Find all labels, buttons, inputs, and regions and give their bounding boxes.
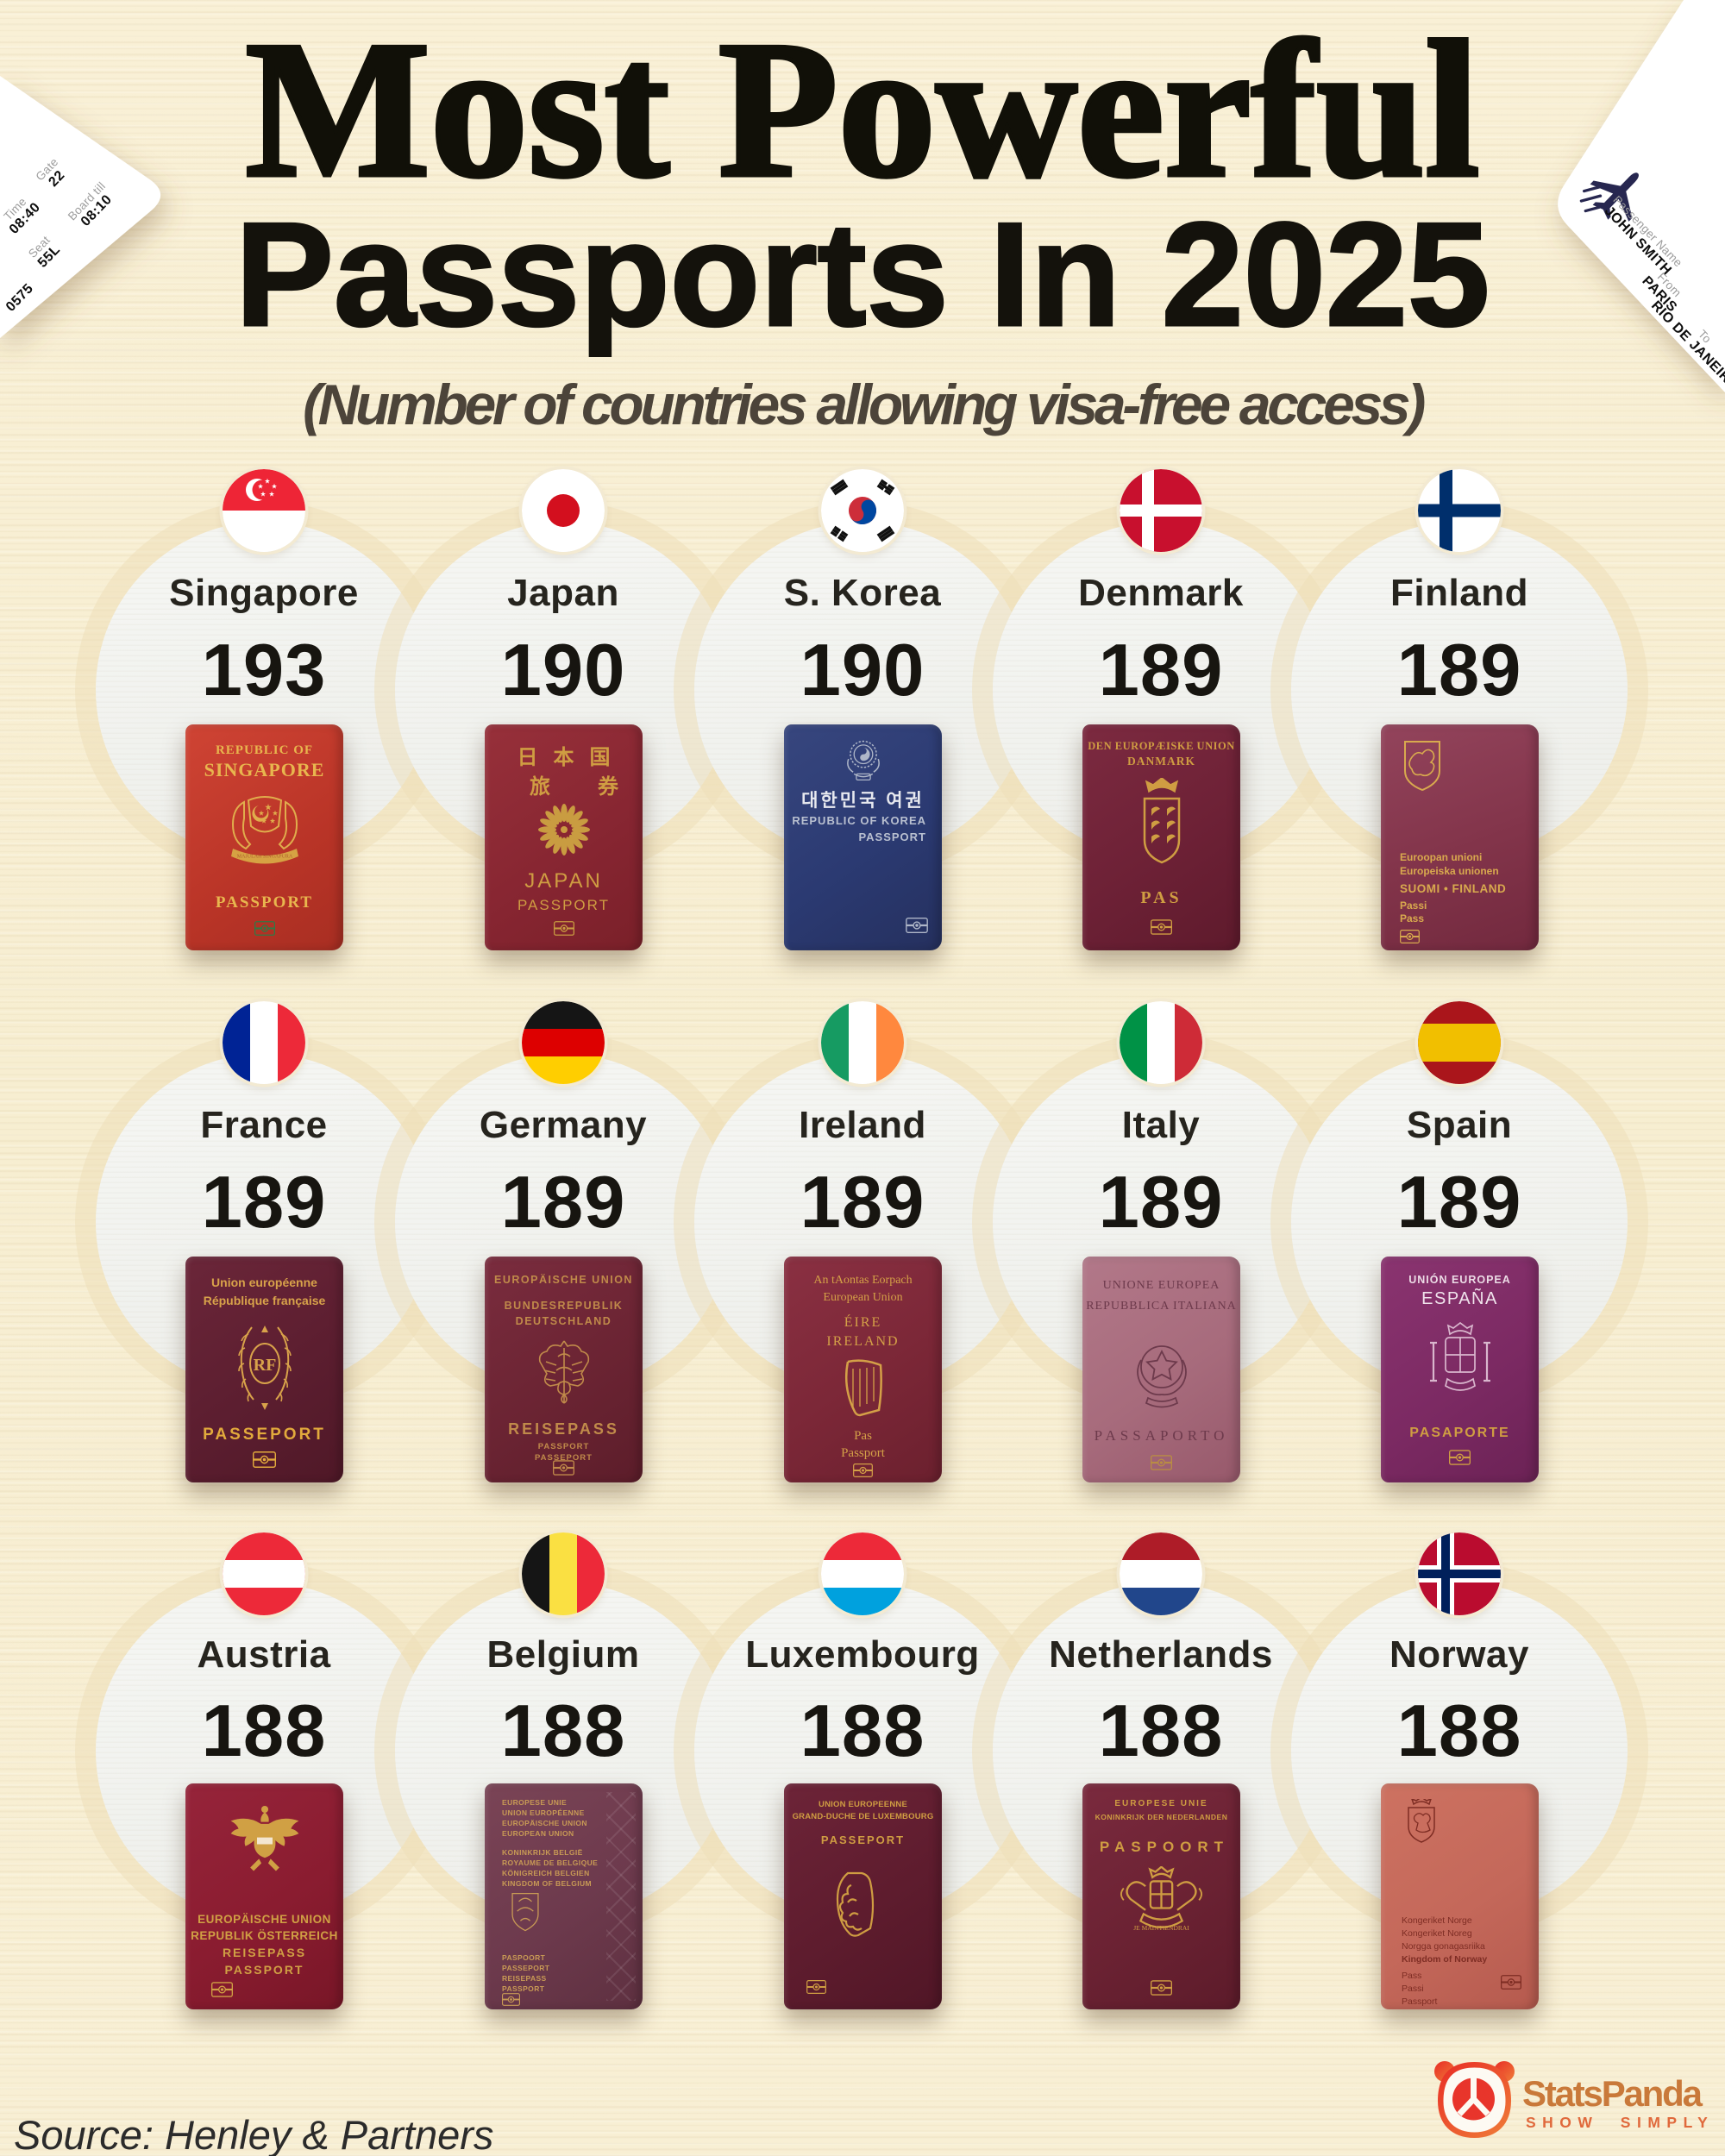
svg-text:MAJULAH SINGAPURA: MAJULAH SINGAPURA bbox=[236, 855, 292, 860]
svg-text:RF: RF bbox=[253, 1356, 276, 1375]
svg-text:JE MAINTIENDRAI: JE MAINTIENDRAI bbox=[1133, 1924, 1189, 1932]
